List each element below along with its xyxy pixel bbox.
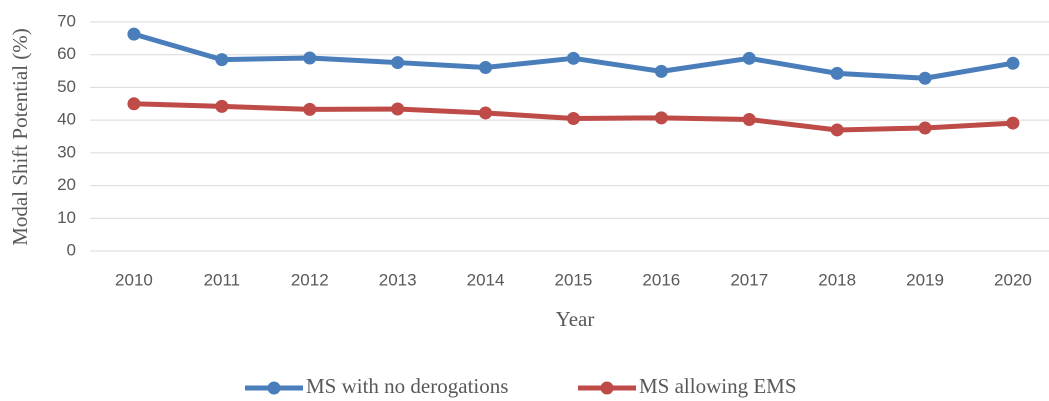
point xyxy=(391,56,405,70)
y-tick-label: 0 xyxy=(67,240,76,259)
y-axis-label: Modal Shift Potential (%) xyxy=(8,28,32,246)
point xyxy=(215,53,229,67)
x-tick-label: 2015 xyxy=(555,270,593,289)
point xyxy=(215,99,229,113)
point xyxy=(742,51,756,65)
point xyxy=(391,102,405,116)
point xyxy=(830,123,844,137)
point xyxy=(654,111,668,125)
x-tick-label: 2016 xyxy=(642,270,680,289)
point xyxy=(127,27,141,41)
x-tick-label: 2012 xyxy=(291,270,329,289)
x-tick-label: 2010 xyxy=(115,270,153,289)
y-tick-label: 70 xyxy=(57,11,76,30)
point xyxy=(566,112,580,126)
x-tick-label: 2018 xyxy=(818,270,856,289)
y-tick-label: 10 xyxy=(57,208,76,227)
point xyxy=(918,121,932,135)
point xyxy=(742,112,756,126)
point xyxy=(918,71,932,85)
point xyxy=(303,102,317,116)
x-tick-label: 2014 xyxy=(467,270,505,289)
y-tick-label: 30 xyxy=(57,142,76,161)
legend-label: MS with no derogations xyxy=(306,374,508,398)
legend-label: MS allowing EMS xyxy=(639,374,797,398)
y-tick-label: 60 xyxy=(57,44,76,63)
point xyxy=(830,66,844,80)
x-tick-label: 2019 xyxy=(906,270,944,289)
point xyxy=(127,97,141,111)
point xyxy=(1006,116,1020,130)
x-axis-label: Year xyxy=(556,307,595,331)
y-tick-label: 50 xyxy=(57,77,76,96)
x-tick-label: 2020 xyxy=(994,270,1032,289)
point xyxy=(479,60,493,74)
y-tick-label: 20 xyxy=(57,175,76,194)
legend-marker xyxy=(267,381,281,395)
legend-marker xyxy=(600,381,614,395)
point xyxy=(479,106,493,120)
x-tick-label: 2017 xyxy=(730,270,768,289)
point xyxy=(654,64,668,78)
point xyxy=(1006,56,1020,70)
y-tick-label: 40 xyxy=(57,110,76,129)
x-tick-label: 2011 xyxy=(204,270,241,289)
point xyxy=(566,51,580,65)
x-tick-label: 2013 xyxy=(379,270,417,289)
point xyxy=(303,51,317,65)
